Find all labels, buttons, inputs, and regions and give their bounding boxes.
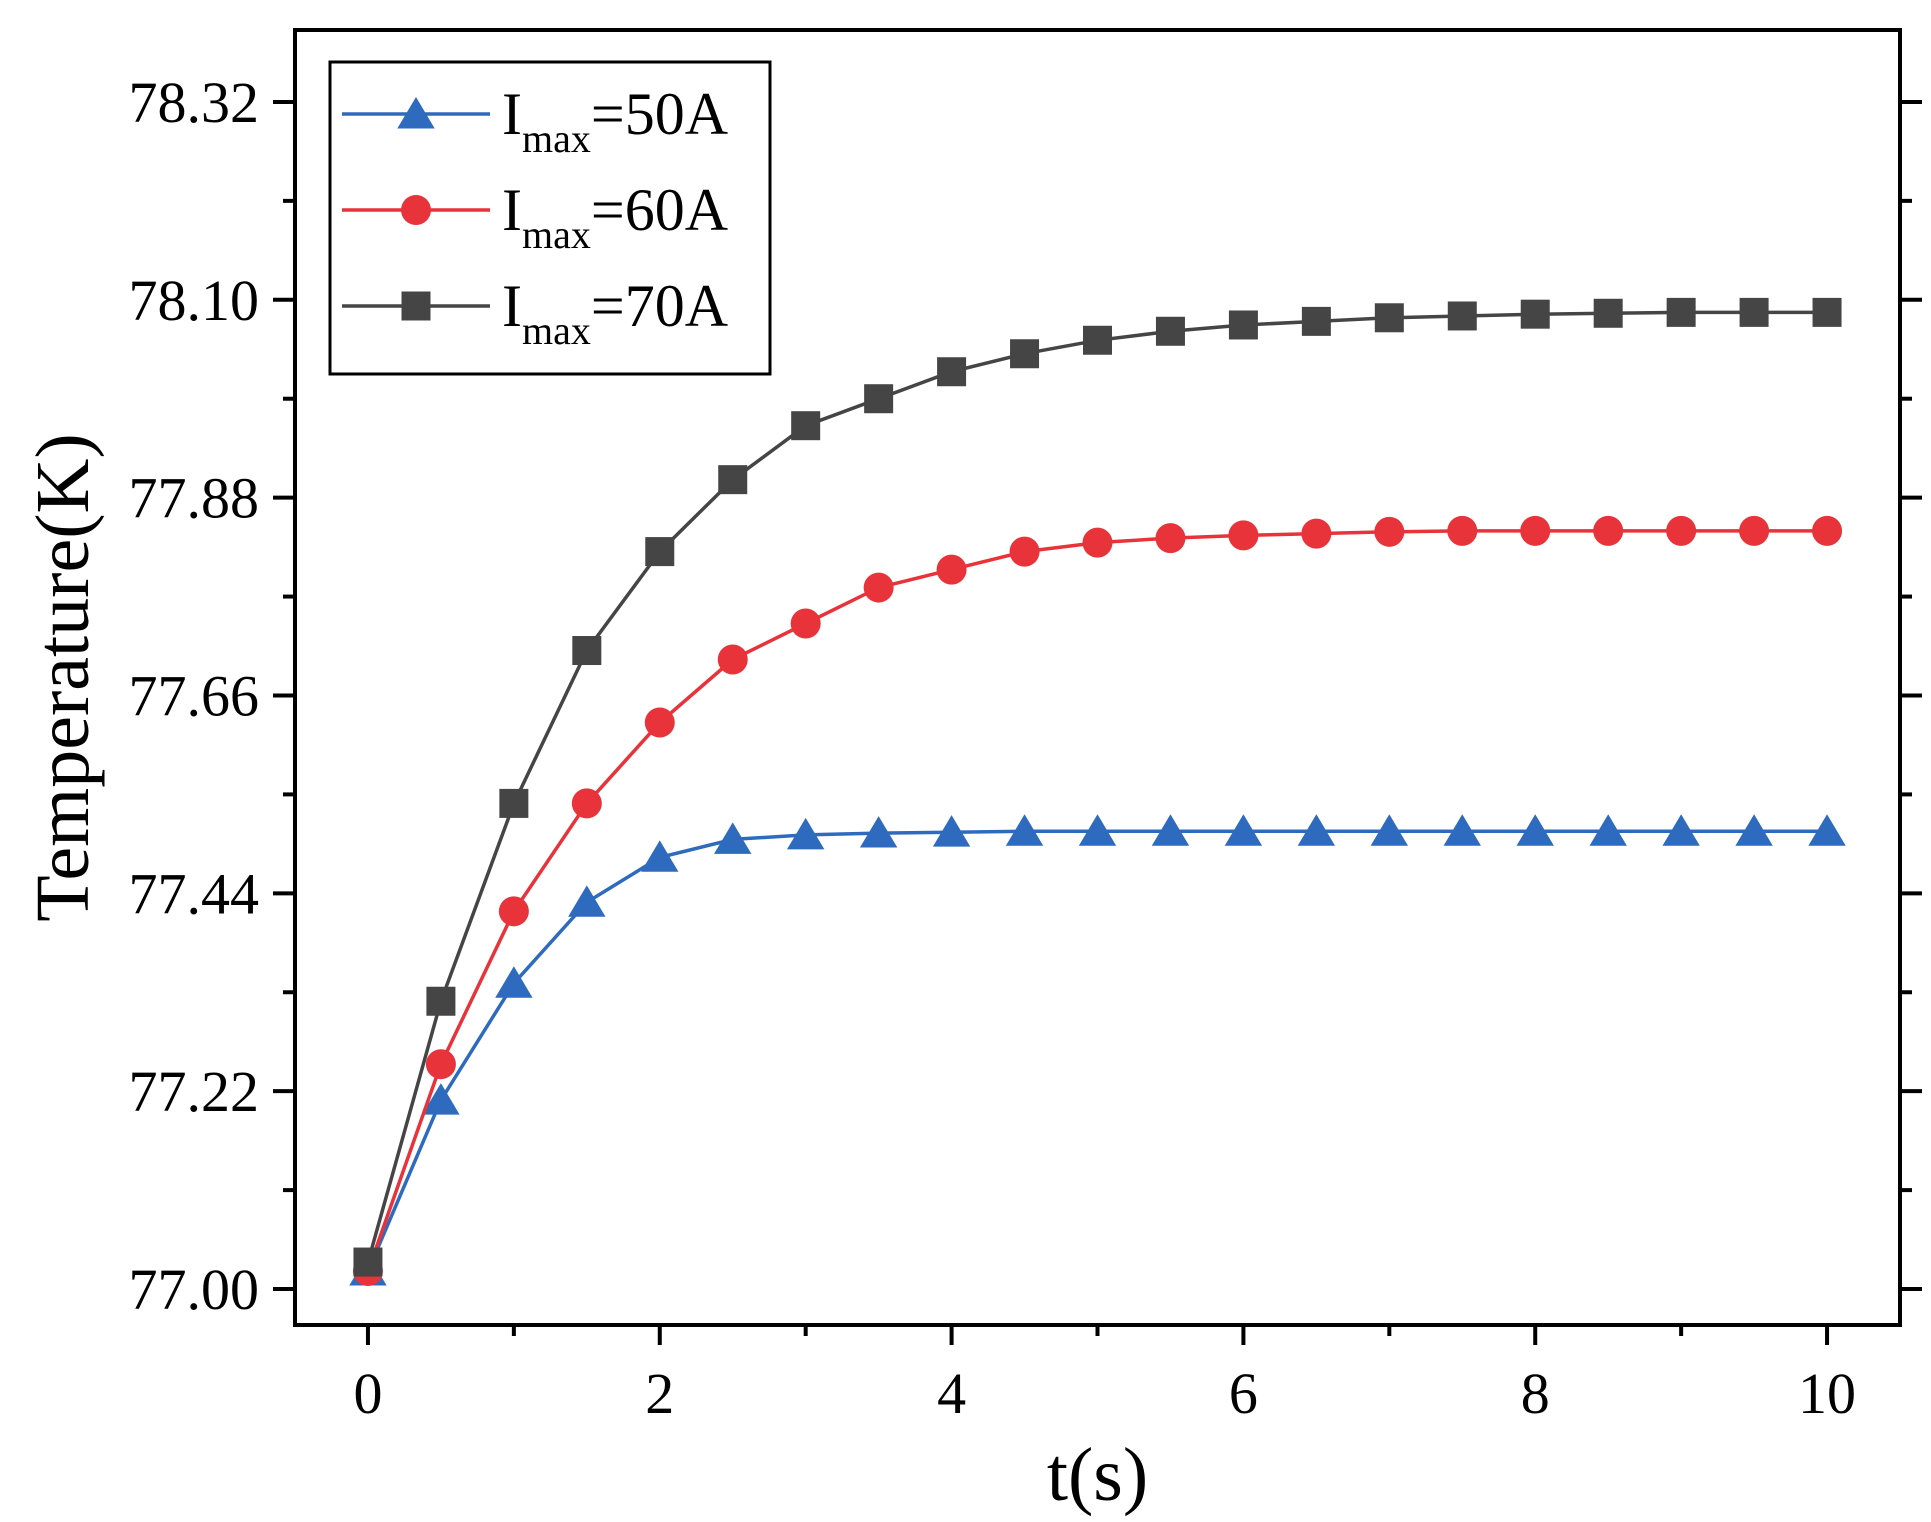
data-point <box>1589 814 1627 846</box>
data-point <box>1447 301 1477 331</box>
data-point <box>1735 814 1773 846</box>
y-tick-label: 77.88 <box>129 466 260 531</box>
legend-label: Imax=70A <box>502 273 728 353</box>
data-point <box>718 465 748 495</box>
data-point <box>1370 814 1409 846</box>
data-point <box>936 554 967 585</box>
data-point <box>1516 814 1554 846</box>
data-point <box>1739 297 1769 327</box>
y-tick-label: 77.66 <box>129 663 260 728</box>
x-tick-label: 4 <box>937 1361 966 1426</box>
series-0 <box>349 814 1846 1286</box>
x-tick-label: 2 <box>645 1361 674 1426</box>
data-point <box>641 840 679 872</box>
data-point <box>717 644 748 675</box>
data-point <box>1009 536 1040 567</box>
legend-item-1: Imax=60A <box>342 177 728 257</box>
data-point <box>864 384 894 414</box>
data-point <box>1078 814 1117 846</box>
x-tick-label: 10 <box>1798 1361 1856 1426</box>
y-tick-label: 78.32 <box>129 70 260 135</box>
data-point <box>498 896 529 927</box>
data-point <box>791 411 821 441</box>
data-point <box>1224 814 1263 846</box>
data-point <box>1374 516 1405 547</box>
data-point <box>1228 520 1259 551</box>
data-point <box>714 822 752 854</box>
y-axis-title: Temperature(K) <box>21 433 105 921</box>
legend-marker <box>401 291 431 321</box>
data-point <box>1593 298 1623 328</box>
data-point <box>644 707 675 738</box>
data-point <box>1010 339 1040 369</box>
legend-marker <box>397 97 435 129</box>
data-point <box>422 1083 460 1115</box>
x-tick-label: 8 <box>1521 1361 1550 1426</box>
data-point <box>1666 297 1696 327</box>
data-point <box>1301 306 1331 336</box>
data-point <box>1228 310 1258 340</box>
data-point <box>571 788 602 819</box>
y-tick-label: 77.22 <box>129 1059 260 1124</box>
data-point <box>1083 325 1112 355</box>
data-point <box>863 572 894 603</box>
data-point <box>426 986 456 1016</box>
data-point <box>1155 523 1186 554</box>
data-point <box>932 815 971 847</box>
y-tick-label: 78.10 <box>129 268 260 333</box>
data-point <box>1739 515 1770 546</box>
data-point <box>499 788 529 818</box>
data-point <box>353 1247 383 1277</box>
data-point <box>1151 814 1190 846</box>
data-point <box>1662 814 1700 846</box>
data-point <box>1593 515 1624 546</box>
data-point <box>1443 814 1481 846</box>
legend-marker <box>401 195 431 225</box>
data-point <box>1812 515 1843 546</box>
data-point <box>1301 518 1332 549</box>
y-tick-label: 77.00 <box>129 1257 260 1322</box>
legend-item-2: Imax=70A <box>342 273 728 353</box>
data-point <box>1520 515 1551 546</box>
legend-label: Imax=50A <box>502 81 728 161</box>
data-point <box>1155 316 1185 346</box>
x-axis-title: t(s) <box>1047 1433 1148 1517</box>
data-point <box>495 966 533 998</box>
data-point <box>859 816 898 848</box>
data-point <box>425 1049 456 1080</box>
legend-label: Imax=60A <box>502 177 728 257</box>
data-point <box>1520 299 1550 329</box>
data-point <box>786 817 825 850</box>
x-tick-label: 0 <box>353 1361 382 1426</box>
data-point <box>1447 515 1478 546</box>
x-tick-label: 6 <box>1229 1361 1258 1426</box>
data-point <box>790 608 821 639</box>
y-tick-label: 77.44 <box>129 861 260 926</box>
legend-item-0: Imax=50A <box>342 81 728 161</box>
series-2 <box>353 297 1842 1277</box>
data-point <box>1374 303 1404 333</box>
data-point <box>937 357 967 387</box>
data-point <box>572 636 602 666</box>
data-point <box>1808 814 1846 846</box>
data-point <box>1005 814 1044 846</box>
data-point <box>1812 297 1842 327</box>
data-point <box>1297 814 1336 846</box>
series-1 <box>352 515 1843 1287</box>
data-point <box>1666 515 1697 546</box>
data-point <box>568 885 606 917</box>
data-point <box>645 537 675 567</box>
data-point <box>1082 527 1113 558</box>
